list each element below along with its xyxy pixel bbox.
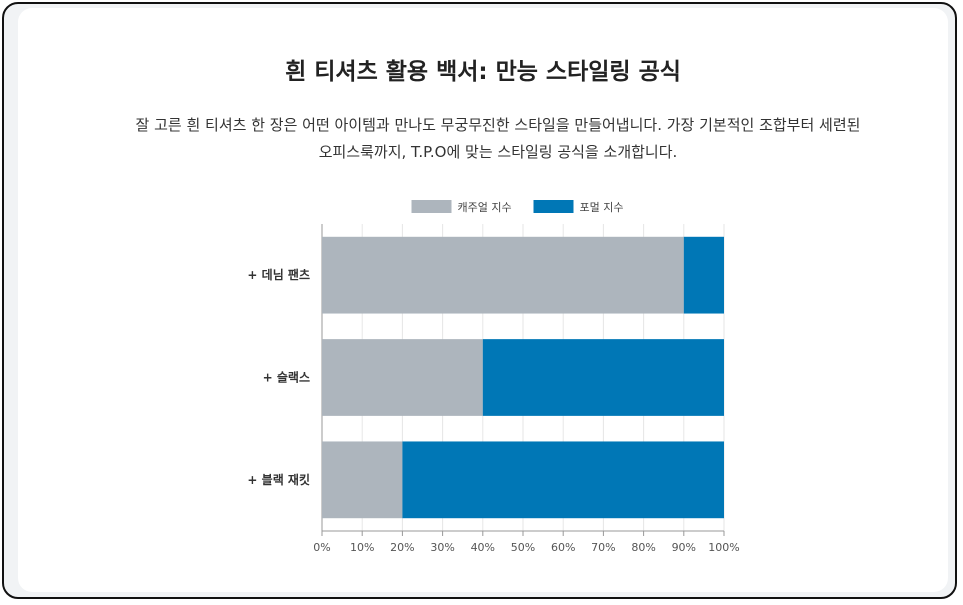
bar-formal xyxy=(402,441,724,519)
description-line-1: 잘 고른 흰 티셔츠 한 장은 어떤 아이템과 만나도 무궁무진한 스타일을 만… xyxy=(135,116,861,134)
legend-label: 포멀 지수 xyxy=(580,201,624,214)
x-tick-label: 50% xyxy=(511,541,535,554)
content-card: 흰 티셔츠 활용 백서: 만능 스타일링 공식 잘 고른 흰 티셔츠 한 장은 … xyxy=(18,8,948,592)
x-tick-label: 80% xyxy=(631,541,655,554)
stacked-bar-chart: 0% 10% 20% 30% 40% 50% 60% 70% 80% 90% 100% + 데님 팬츠… xyxy=(247,200,740,554)
legend-label: 캐주얼 지수 xyxy=(458,200,512,214)
category-label: + 블랙 재킷 xyxy=(247,472,310,487)
bar-casual xyxy=(322,236,684,314)
x-tick-label: 100% xyxy=(708,541,739,554)
bar-formal xyxy=(482,339,724,416)
x-tick-label: 90% xyxy=(672,541,696,554)
legend-swatch xyxy=(533,200,574,213)
description-line-2: 오피스룩까지, T.P.O에 맞는 스타일링 공식을 소개합니다. xyxy=(318,143,678,161)
page-title: 흰 티셔츠 활용 백서: 만능 스타일링 공식 xyxy=(285,59,681,85)
page-description: 잘 고른 흰 티셔츠 한 장은 어떤 아이템과 만나도 무궁무진한 스타일을 만… xyxy=(98,112,898,166)
x-tick-label: 30% xyxy=(430,541,454,554)
x-tick-label: 10% xyxy=(350,541,374,554)
x-tick-label: 70% xyxy=(591,541,615,554)
category-label: + 데님 팬츠 xyxy=(247,267,310,282)
category-label: + 슬랙스 xyxy=(263,370,310,385)
x-tick-label: 0% xyxy=(313,541,330,554)
legend-swatch xyxy=(411,200,452,213)
bar-casual xyxy=(322,339,483,416)
x-tick-label: 40% xyxy=(471,541,495,554)
x-tick-label: 60% xyxy=(551,541,575,554)
bar-formal xyxy=(683,236,724,314)
bar-casual xyxy=(322,441,403,519)
x-tick-label: 20% xyxy=(390,541,414,554)
window-frame: 흰 티셔츠 활용 백서: 만능 스타일링 공식 잘 고른 흰 티셔츠 한 장은 … xyxy=(2,2,957,599)
